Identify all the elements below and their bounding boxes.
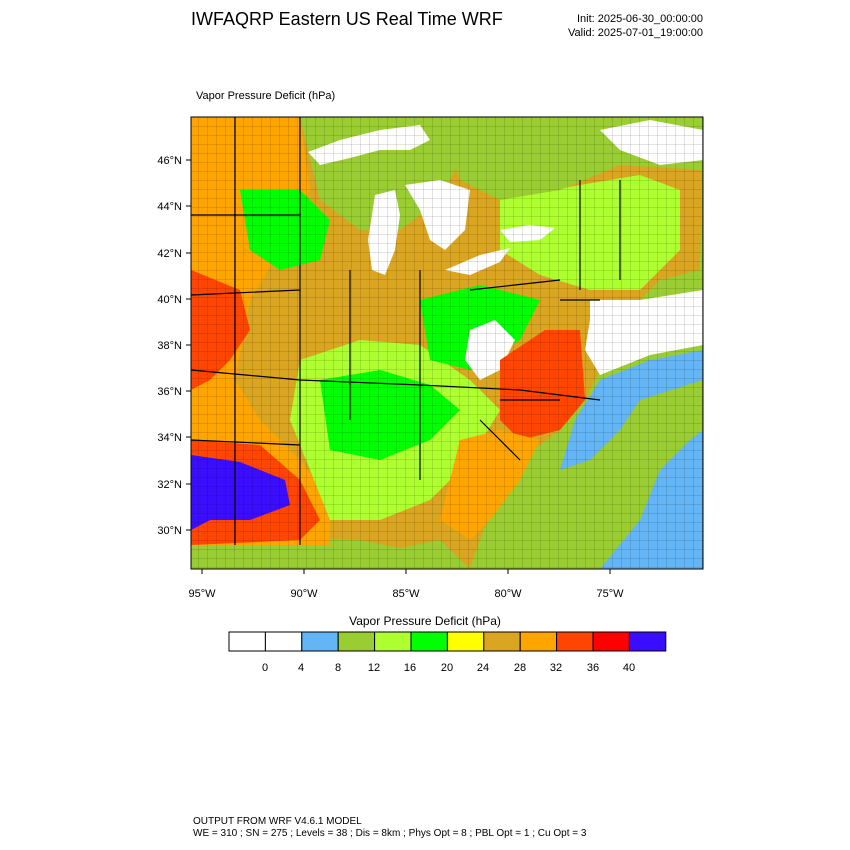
valid-time: Valid: 2025-07-01_19:00:00 — [568, 27, 703, 39]
lon-tick-label: 95°W — [188, 588, 216, 600]
colorbar-label: 20 — [440, 662, 454, 674]
county-lines — [191, 117, 703, 569]
colorbar-label: 16 — [403, 662, 417, 674]
lat-tick-label: 30°N — [157, 525, 182, 537]
colorbar-label: 12 — [367, 662, 381, 674]
colorbar-box — [519, 631, 558, 652]
colorbar-label: 32 — [549, 662, 563, 674]
map-field — [191, 117, 703, 569]
lat-tick-label: 36°N — [157, 386, 182, 398]
lon-tick-label: 90°W — [290, 588, 318, 600]
colorbar-label: 4 — [297, 662, 305, 674]
colorbar-label: 36 — [586, 662, 600, 674]
colorbar-box — [228, 631, 266, 652]
colorbar-label: 0 — [261, 662, 269, 674]
lon-tick-label: 85°W — [392, 588, 420, 600]
map-title: IWFAQRP Eastern US Real Time WRF — [191, 9, 503, 29]
colorbar — [228, 631, 667, 652]
colorbar-title: Vapor Pressure Deficit (hPa) — [349, 614, 501, 628]
colorbar-box — [374, 631, 412, 652]
plot-label: Vapor Pressure Deficit (hPa) — [196, 90, 336, 102]
colorbar-box — [301, 631, 339, 652]
footer-config-line: WE = 310 ; SN = 275 ; Levels = 38 ; Dis … — [193, 828, 587, 839]
colorbar-label: 24 — [476, 662, 490, 674]
lat-tick-label: 46°N — [157, 155, 182, 167]
state-lines — [191, 117, 621, 545]
colorbar-label: 28 — [513, 662, 527, 674]
lat-tick-label: 40°N — [157, 294, 182, 306]
colorbar-label: 8 — [334, 662, 342, 674]
lat-tick-label: 42°N — [157, 248, 182, 260]
lat-tick-label: 44°N — [157, 201, 182, 213]
colorbar-box — [410, 631, 448, 652]
lat-tick-label: 38°N — [157, 340, 182, 352]
lat-tick-label: 34°N — [157, 432, 182, 444]
lon-axis: 95°W 90°W 85°W 80°W 75°W — [188, 569, 624, 600]
map-frame — [190, 116, 704, 570]
colorbar-label: 40 — [622, 662, 636, 674]
colorbar-box — [628, 631, 667, 652]
colorbar-box — [446, 631, 485, 652]
lat-tick-label: 32°N — [157, 479, 182, 491]
init-time: Init: 2025-06-30_00:00:00 — [577, 13, 703, 25]
lon-tick-label: 80°W — [494, 588, 522, 600]
footer-model-line: OUTPUT FROM WRF V4.6.1 MODEL — [193, 816, 362, 827]
colorbar-box — [264, 631, 303, 652]
lat-axis: 46°N 44°N 42°N 40°N 38°N 36°N 34°N 32°N … — [157, 155, 191, 537]
lon-tick-label: 75°W — [596, 588, 624, 600]
colorbar-box — [556, 631, 594, 652]
colorbar-box — [592, 631, 630, 652]
colorbar-box — [337, 631, 376, 652]
colorbar-box — [483, 631, 521, 652]
